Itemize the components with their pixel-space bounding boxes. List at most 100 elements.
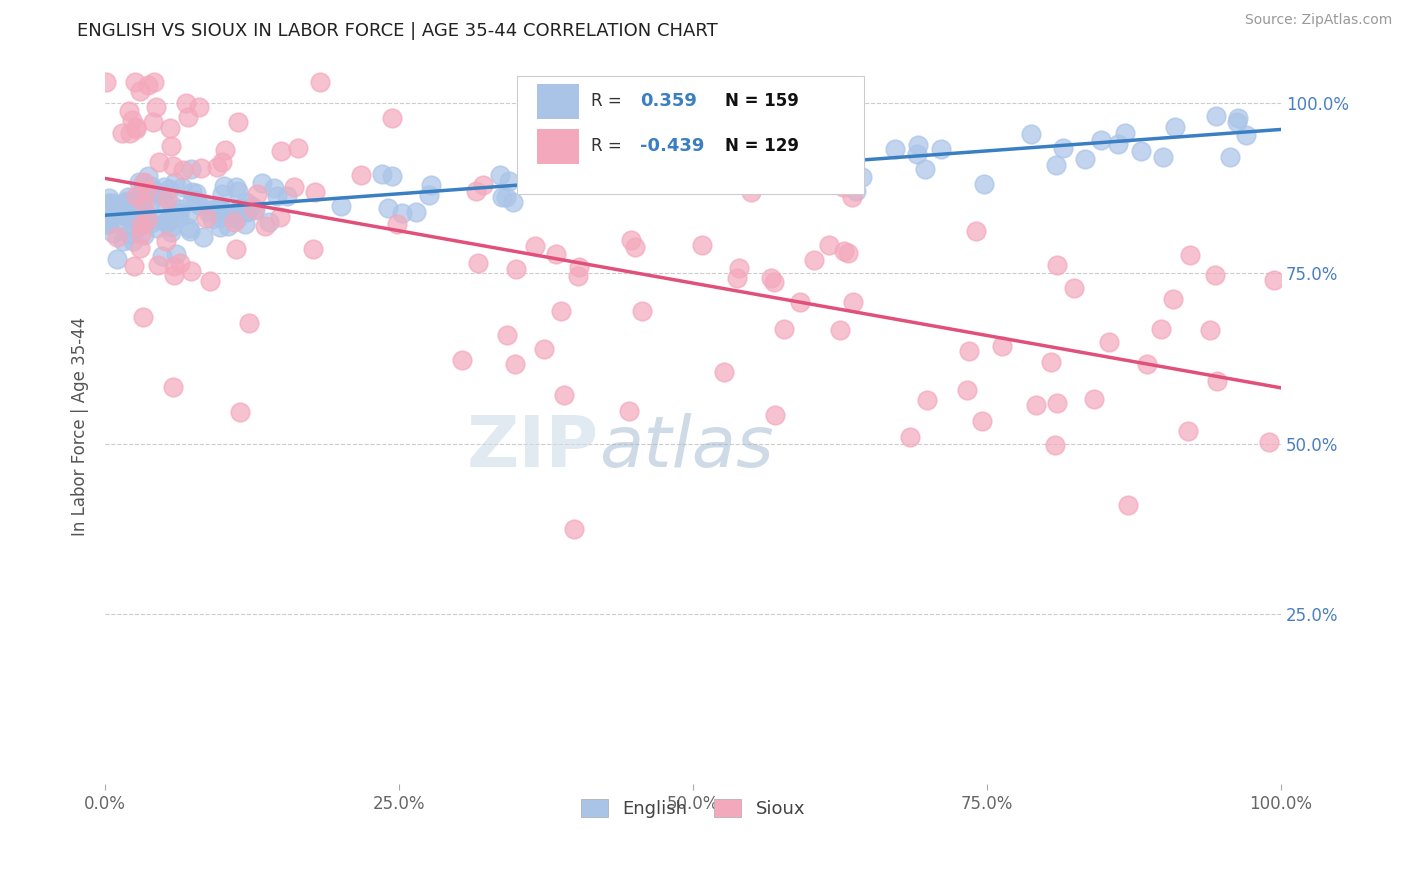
Point — [1019, 127, 1042, 141]
Point — [211, 154, 233, 169]
Point — [172, 180, 194, 194]
Point — [553, 388, 575, 402]
Point — [1164, 120, 1187, 134]
Point — [498, 174, 520, 188]
Point — [905, 147, 928, 161]
Point — [143, 184, 166, 198]
Point — [117, 190, 139, 204]
Point — [97, 191, 120, 205]
Point — [186, 194, 208, 208]
Point — [146, 258, 169, 272]
Point — [129, 219, 152, 233]
Point — [197, 199, 219, 213]
Point — [827, 151, 849, 165]
Point — [153, 215, 176, 229]
Y-axis label: In Labor Force | Age 35-44: In Labor Force | Age 35-44 — [72, 317, 89, 536]
Point — [491, 190, 513, 204]
Point — [156, 215, 179, 229]
Point — [125, 120, 148, 134]
Point — [125, 122, 148, 136]
Point — [1227, 111, 1250, 125]
Point — [254, 219, 277, 233]
Point — [98, 196, 121, 211]
Point — [226, 115, 249, 129]
Point — [240, 198, 263, 212]
Point — [1234, 128, 1257, 143]
Point — [1263, 273, 1285, 287]
Point — [623, 240, 645, 254]
Point — [1052, 141, 1074, 155]
Point — [624, 160, 647, 174]
Point — [222, 207, 245, 221]
Point — [169, 256, 191, 270]
Point — [159, 121, 181, 136]
Point — [1152, 150, 1174, 164]
Point — [619, 403, 641, 417]
Point — [188, 100, 211, 114]
Point — [160, 220, 183, 235]
Point — [841, 190, 863, 204]
Point — [148, 154, 170, 169]
Point — [145, 100, 167, 114]
Point — [188, 198, 211, 212]
Point — [181, 186, 204, 200]
Point — [177, 221, 200, 235]
Point — [270, 145, 292, 159]
Point — [96, 217, 118, 231]
Point — [114, 209, 136, 223]
Point — [370, 167, 392, 181]
Point — [252, 176, 274, 190]
Point — [330, 199, 353, 213]
Point — [162, 198, 184, 212]
Point — [763, 275, 786, 289]
Point — [209, 220, 232, 235]
Point — [184, 186, 207, 200]
Point — [136, 213, 159, 227]
Point — [842, 295, 865, 310]
Point — [283, 180, 305, 194]
Point — [276, 189, 298, 203]
Point — [225, 212, 247, 227]
Point — [765, 408, 787, 422]
Point — [1205, 375, 1227, 389]
Point — [125, 188, 148, 202]
Point — [690, 237, 713, 252]
Point — [803, 252, 825, 267]
Point — [205, 160, 228, 174]
Point — [243, 202, 266, 216]
Point — [122, 197, 145, 211]
Point — [115, 194, 138, 208]
Point — [101, 195, 124, 210]
Point — [620, 233, 643, 247]
Point — [139, 179, 162, 194]
Point — [211, 186, 233, 201]
Point — [101, 202, 124, 217]
Point — [991, 339, 1014, 353]
Point — [496, 327, 519, 342]
Point — [226, 184, 249, 198]
Point — [568, 260, 591, 275]
Point — [145, 186, 167, 200]
Point — [141, 194, 163, 208]
Point — [740, 186, 762, 200]
Point — [257, 215, 280, 229]
Point — [167, 210, 190, 224]
Point — [105, 252, 128, 266]
Point — [1098, 335, 1121, 350]
Point — [845, 184, 868, 198]
Point — [562, 522, 585, 536]
Point — [132, 310, 155, 324]
Point — [377, 201, 399, 215]
Text: ZIP: ZIP — [467, 414, 599, 483]
Point — [209, 202, 232, 217]
Point — [97, 215, 120, 229]
Point — [236, 204, 259, 219]
Point — [464, 184, 486, 198]
Point — [381, 169, 404, 183]
Point — [156, 192, 179, 206]
Point — [1074, 152, 1097, 166]
Point — [165, 175, 187, 189]
Point — [122, 259, 145, 273]
Point — [789, 295, 811, 310]
Point — [550, 304, 572, 318]
